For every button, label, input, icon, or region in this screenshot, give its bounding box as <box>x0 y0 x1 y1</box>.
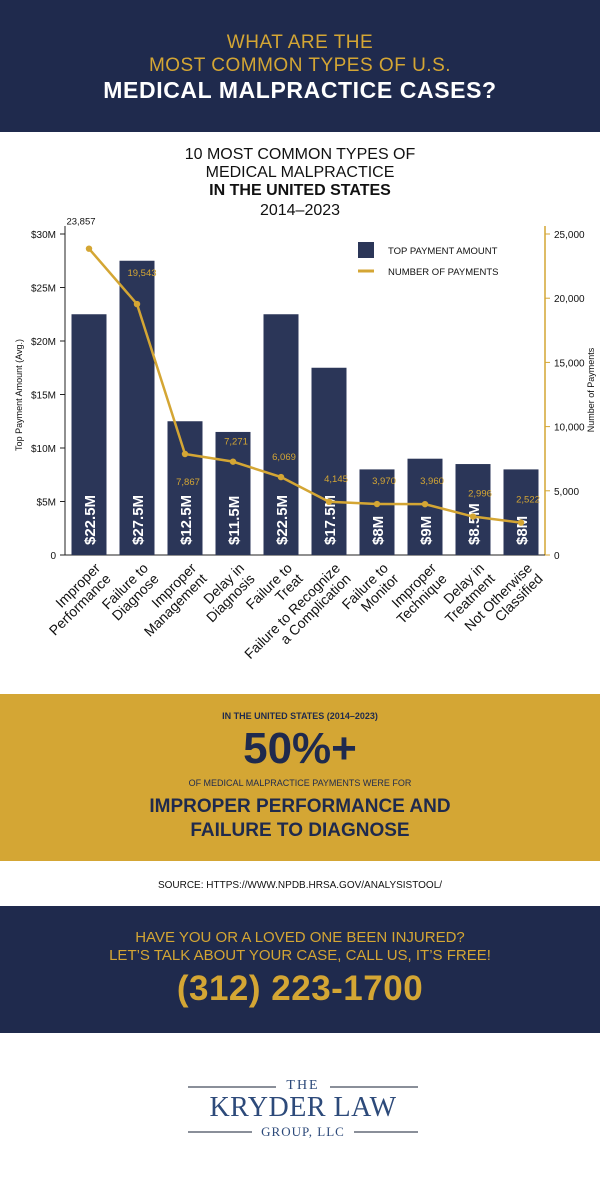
logo-the: THE <box>286 1078 320 1093</box>
bar <box>119 260 155 555</box>
bar-value-label: $22.5M <box>82 495 99 545</box>
header-line-1: WHAT ARE THE <box>226 32 374 53</box>
bar <box>455 464 491 555</box>
payments-value-label: 7,867 <box>176 477 200 488</box>
y-tick-label-right: 15,000 <box>554 358 585 369</box>
y-tick-label-right: 10,000 <box>554 423 585 434</box>
stat-highlight-2: FAILURE TO DIAGNOSE <box>190 820 410 841</box>
bar-value-label: $9M <box>418 516 435 545</box>
logo-subtitle: GROUP, LLC <box>261 1124 345 1139</box>
payments-value-label: 6,069 <box>272 452 296 463</box>
chart-title-line-2: MEDICAL MALPRACTICE <box>205 164 395 181</box>
bar-value-label: $22.5M <box>274 495 291 545</box>
bar <box>167 421 203 555</box>
y-tick-label-right: 25,000 <box>554 230 585 241</box>
payments-value-label: 3,970 <box>372 476 396 487</box>
chart-title-line-4: 2014–2023 <box>259 202 341 219</box>
bar-value-label: $11.5M <box>226 496 243 545</box>
logo-rule-bottom-left <box>188 1131 252 1133</box>
y-tick-label-left: $15M <box>31 391 56 402</box>
y-tick-label-left: $5M <box>37 498 56 509</box>
chart-title-line-1: 10 MOST COMMON TYPES OF <box>184 146 416 163</box>
call-to-action: HAVE YOU OR A LOVED ONE BEEN INJURED? LE… <box>0 906 600 1033</box>
bar <box>71 314 107 555</box>
phone-number[interactable]: (312) 223-1700 <box>176 969 424 1008</box>
stat-description: OF MEDICAL MALPRACTICE PAYMENTS WERE FOR <box>188 778 412 788</box>
payments-point <box>469 513 477 520</box>
payments-point <box>133 300 141 308</box>
payments-point <box>517 519 525 526</box>
bar-value-label: $27.5M <box>130 495 147 545</box>
logo-rule-bottom-right <box>354 1131 418 1133</box>
payments-point <box>325 498 333 505</box>
logo-name: KRYDER LAW <box>209 1092 397 1123</box>
bar-value-label: $17.5M <box>322 495 339 545</box>
y-tick-label-left: $10M <box>31 444 56 455</box>
header-line-2: MOST COMMON TYPES OF U.S. <box>148 55 452 76</box>
payments-point <box>277 473 285 481</box>
legend-bar-swatch <box>358 242 374 258</box>
cta-line-2: LET’S TALK ABOUT YOUR CASE, CALL US, IT’… <box>109 947 491 964</box>
combo-chart: 0 $5M $10M $15M $20M $25M $30M 0 5,000 10,000 15,0… <box>14 217 596 662</box>
y-axis-title-left: Top Payment Amount (Avg.) <box>14 339 24 451</box>
chart-title-line-3: IN THE UNITED STATES <box>209 182 391 199</box>
payments-point <box>421 500 429 508</box>
logo-rule-right <box>330 1086 418 1088</box>
bar-value-label: $8.5M <box>466 503 483 545</box>
payments-value-label: 2,996 <box>468 489 492 500</box>
payments-value-label: 3,960 <box>420 476 444 487</box>
y-axis-title-right: Number of Payments <box>586 347 596 432</box>
payments-value-label: 23,857 <box>66 217 95 228</box>
category-label: ImproperTechnique <box>383 560 450 627</box>
payments-line <box>88 247 522 524</box>
bar <box>263 314 299 555</box>
y-tick-label-left: 0 <box>50 551 56 562</box>
header-title: MEDICAL MALPRACTICE CASES? <box>103 77 497 103</box>
stat-figure: 50%+ <box>243 724 357 773</box>
category-label: Failure toMonitor <box>339 560 402 623</box>
payments-value-label: 7,271 <box>224 437 248 448</box>
y-tick-label-right: 5,000 <box>554 487 579 498</box>
y-tick-label-right: 0 <box>554 551 560 562</box>
cta-line-1: HAVE YOU OR A LOVED ONE BEEN INJURED? <box>135 929 465 946</box>
stat-highlight-1: IMPROPER PERFORMANCE AND <box>149 796 451 817</box>
firm-logo: THE KRYDER LAW GROUP, LLC <box>180 1075 426 1145</box>
y-tick-label-right: 20,000 <box>554 294 585 305</box>
legend-bar-label: TOP PAYMENT AMOUNT <box>388 246 498 257</box>
source-citation: SOURCE: HTTPS://WWW.NPDB.HRSA.GOV/ANALYS… <box>157 880 443 891</box>
bar <box>359 469 395 555</box>
bar <box>503 469 539 555</box>
y-tick-label-left: $30M <box>31 230 56 241</box>
header-banner: WHAT ARE THE MOST COMMON TYPES OF U.S. M… <box>0 0 600 132</box>
y-tick-label-left: $25M <box>31 284 56 295</box>
payments-point <box>181 450 189 458</box>
payments-value-label: 2,522 <box>516 495 540 506</box>
legend-line-label: NUMBER OF PAYMENTS <box>388 267 499 278</box>
bar <box>311 367 347 555</box>
category-label: Failure toDiagnose <box>98 560 162 624</box>
bar-value-label: $12.5M <box>178 495 195 545</box>
logo-rule-left <box>188 1086 276 1088</box>
payments-point <box>373 500 381 508</box>
payments-value-label: 4,145 <box>324 474 348 485</box>
payments-value-label: 19,543 <box>127 268 156 279</box>
stat-callout: IN THE UNITED STATES (2014–2023) 50%+ OF… <box>0 694 600 861</box>
bar-value-label: $8M <box>370 516 387 545</box>
payments-point <box>229 458 237 465</box>
payments-point <box>85 245 93 252</box>
y-tick-label-left: $20M <box>31 337 56 348</box>
bar <box>215 431 251 555</box>
category-label: Delay inDiagnosis <box>192 560 257 625</box>
stat-context: IN THE UNITED STATES (2014–2023) <box>222 711 378 721</box>
